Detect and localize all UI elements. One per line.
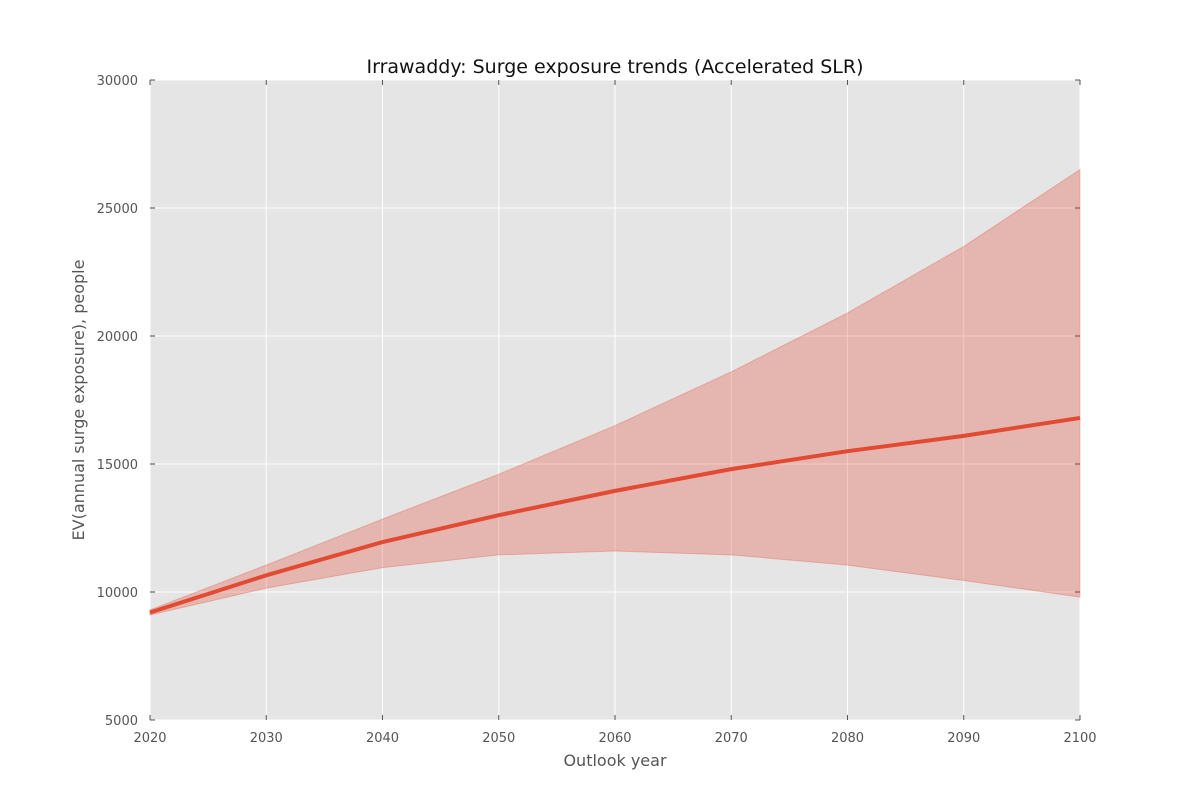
y-axis-label: EV(annual surge exposure), people [69, 260, 88, 541]
y-tick-label: 10000 [97, 586, 138, 601]
x-tick-label: 2070 [715, 731, 748, 746]
y-tick-label: 20000 [97, 330, 138, 345]
chart-title: Irrawaddy: Surge exposure trends (Accele… [366, 56, 863, 78]
y-tick-label: 25000 [97, 202, 138, 217]
x-tick-label: 2080 [831, 731, 864, 746]
x-tick-label: 2060 [598, 731, 631, 746]
x-tick-label: 2020 [133, 731, 166, 746]
uncertainty-band [149, 168, 1081, 616]
y-tick-label: 5000 [105, 714, 138, 729]
x-tick-label: 2050 [482, 731, 515, 746]
y-tick-label: 15000 [97, 458, 138, 473]
x-tick-label: 2030 [250, 731, 283, 746]
axis-ticks: 2020 2030 2040 2050 2060 2070 2080 2090 2100 5000… [97, 74, 1097, 746]
x-tick-label: 2040 [366, 731, 399, 746]
x-tick-label: 2100 [1063, 731, 1096, 746]
series-line [149, 415, 1081, 615]
x-axis-label: Outlook year [563, 751, 667, 770]
y-tick-label: 30000 [97, 74, 138, 89]
x-tick-label: 2090 [947, 731, 980, 746]
